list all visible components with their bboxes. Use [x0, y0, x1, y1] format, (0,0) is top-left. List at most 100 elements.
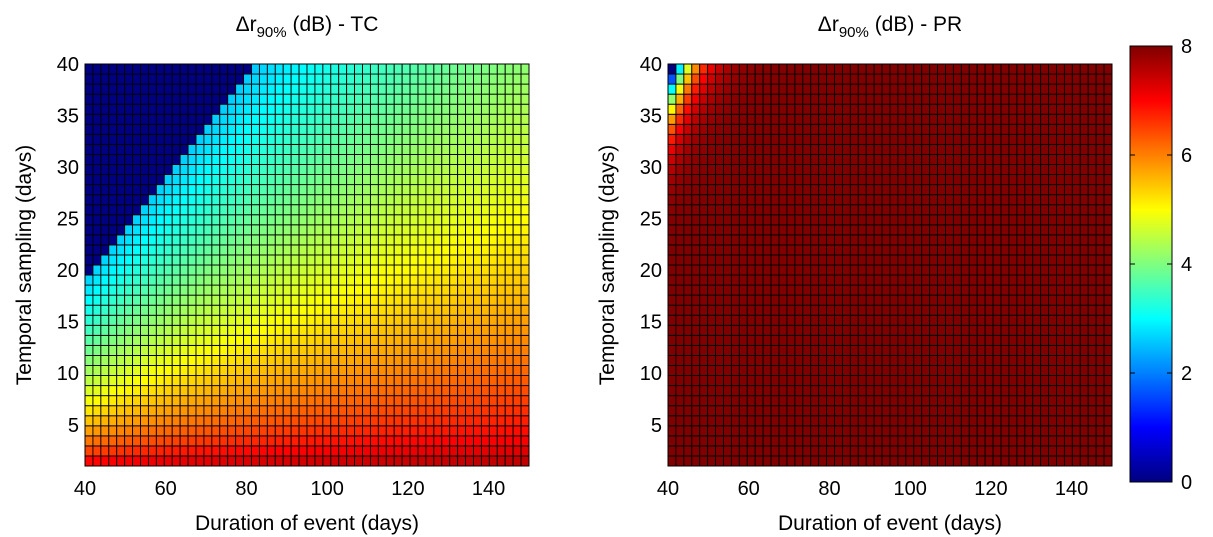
heatmap-cell [849, 264, 859, 276]
heatmap-cell [108, 375, 118, 387]
y-tick-label: 25 [57, 209, 79, 231]
heatmap-cell [163, 344, 173, 356]
heatmap-panel-tc: Δr90% (dB) - TC 40 60 80 100 120 140 51015202… [13, 13, 530, 535]
heatmap-cell [457, 314, 467, 326]
heatmap-cell [385, 385, 395, 397]
heatmap-cell [738, 435, 748, 447]
heatmap-cell [258, 103, 268, 115]
heatmap-cell [1040, 164, 1050, 176]
heatmap-cell [163, 204, 173, 216]
heatmap-cell [857, 194, 867, 206]
heatmap-cell [132, 194, 141, 206]
heatmap-cell [203, 445, 213, 457]
heatmap-cell [691, 375, 701, 387]
heatmap-cell [889, 244, 899, 256]
heatmap-cell [401, 224, 411, 236]
heatmap-cell [425, 355, 435, 366]
heatmap-cell [960, 204, 970, 216]
heatmap-cell [913, 113, 923, 125]
heatmap-cell [723, 194, 732, 206]
heatmap-cell [369, 254, 379, 266]
heatmap-cell [1048, 63, 1057, 75]
heatmap-cell [211, 83, 221, 95]
heatmap-cell [802, 113, 812, 125]
heatmap-cell [203, 194, 213, 206]
heatmap-cell [243, 214, 252, 226]
heatmap-cell [449, 324, 459, 336]
heatmap-cell [1000, 395, 1010, 407]
heatmap-cell [841, 174, 851, 186]
heatmap-cell [699, 375, 709, 387]
heatmap-cell [1071, 224, 1081, 236]
heatmap-cell [897, 83, 907, 95]
heatmap-cell [274, 455, 284, 467]
heatmap-cell [1103, 344, 1113, 356]
heatmap-cell [290, 365, 300, 377]
heatmap-cell [992, 324, 1002, 336]
heatmap-cell [449, 93, 459, 105]
heatmap-cell [465, 214, 474, 226]
heatmap-cell [992, 73, 1002, 85]
heatmap-cell [219, 334, 229, 346]
heatmap-cell [155, 63, 165, 75]
heatmap-cell [385, 234, 395, 246]
heatmap-cell [195, 435, 205, 447]
heatmap-cell [385, 174, 395, 186]
heatmap-cell [251, 153, 260, 165]
heatmap-cell [754, 314, 764, 326]
heatmap-cell [968, 355, 978, 366]
heatmap-cell [520, 113, 530, 125]
heatmap-cell [203, 425, 213, 437]
heatmap-cell [457, 274, 467, 286]
heatmap-cell [116, 194, 126, 206]
heatmap-cell [929, 314, 939, 326]
heatmap-cell [810, 375, 820, 387]
heatmap-cell [385, 435, 395, 447]
heatmap-cell [203, 385, 213, 397]
heatmap-cell [1095, 73, 1105, 85]
heatmap-cell [219, 264, 229, 276]
heatmap-cell [849, 314, 859, 326]
heatmap-cell [929, 395, 939, 407]
heatmap-cell [227, 153, 237, 165]
heatmap-cell [1063, 334, 1073, 346]
heatmap-cell [683, 455, 693, 467]
heatmap-cell [409, 184, 419, 196]
heatmap-cell [1087, 314, 1097, 326]
heatmap-cell [802, 375, 812, 387]
heatmap-cell [1032, 204, 1042, 216]
heatmap-cell [84, 365, 94, 377]
heatmap-cell [124, 93, 134, 105]
heatmap-cell [976, 314, 986, 326]
heatmap-cell [1032, 143, 1042, 155]
heatmap-cell [889, 83, 899, 95]
heatmap-cell [865, 425, 875, 437]
heatmap-cell [1024, 113, 1034, 125]
heatmap-cell [984, 153, 994, 165]
heatmap-cell [132, 324, 141, 336]
heatmap-cell [140, 133, 149, 145]
heatmap-cell [841, 284, 851, 296]
heatmap-cell [227, 83, 237, 95]
heatmap-cell [354, 83, 363, 95]
heatmap-cell [881, 214, 891, 226]
heatmap-cell [203, 314, 213, 326]
heatmap-cell [1048, 314, 1057, 326]
heatmap-cell [179, 244, 189, 256]
heatmap-cell [738, 113, 748, 125]
heatmap-cell [754, 153, 764, 165]
heatmap-cell [362, 355, 371, 366]
heatmap-cell [211, 425, 221, 437]
heatmap-cell [473, 324, 482, 336]
heatmap-cell [298, 405, 308, 417]
heatmap-cell [707, 385, 717, 397]
heatmap-cell [810, 274, 820, 286]
heatmap-cell [449, 103, 459, 115]
heatmap-cell [243, 63, 252, 75]
heatmap-cell [116, 334, 126, 346]
heatmap-cell [512, 355, 522, 366]
heatmap-cell [147, 334, 157, 346]
heatmap-cell [338, 455, 348, 467]
heatmap-cell [1087, 304, 1097, 316]
